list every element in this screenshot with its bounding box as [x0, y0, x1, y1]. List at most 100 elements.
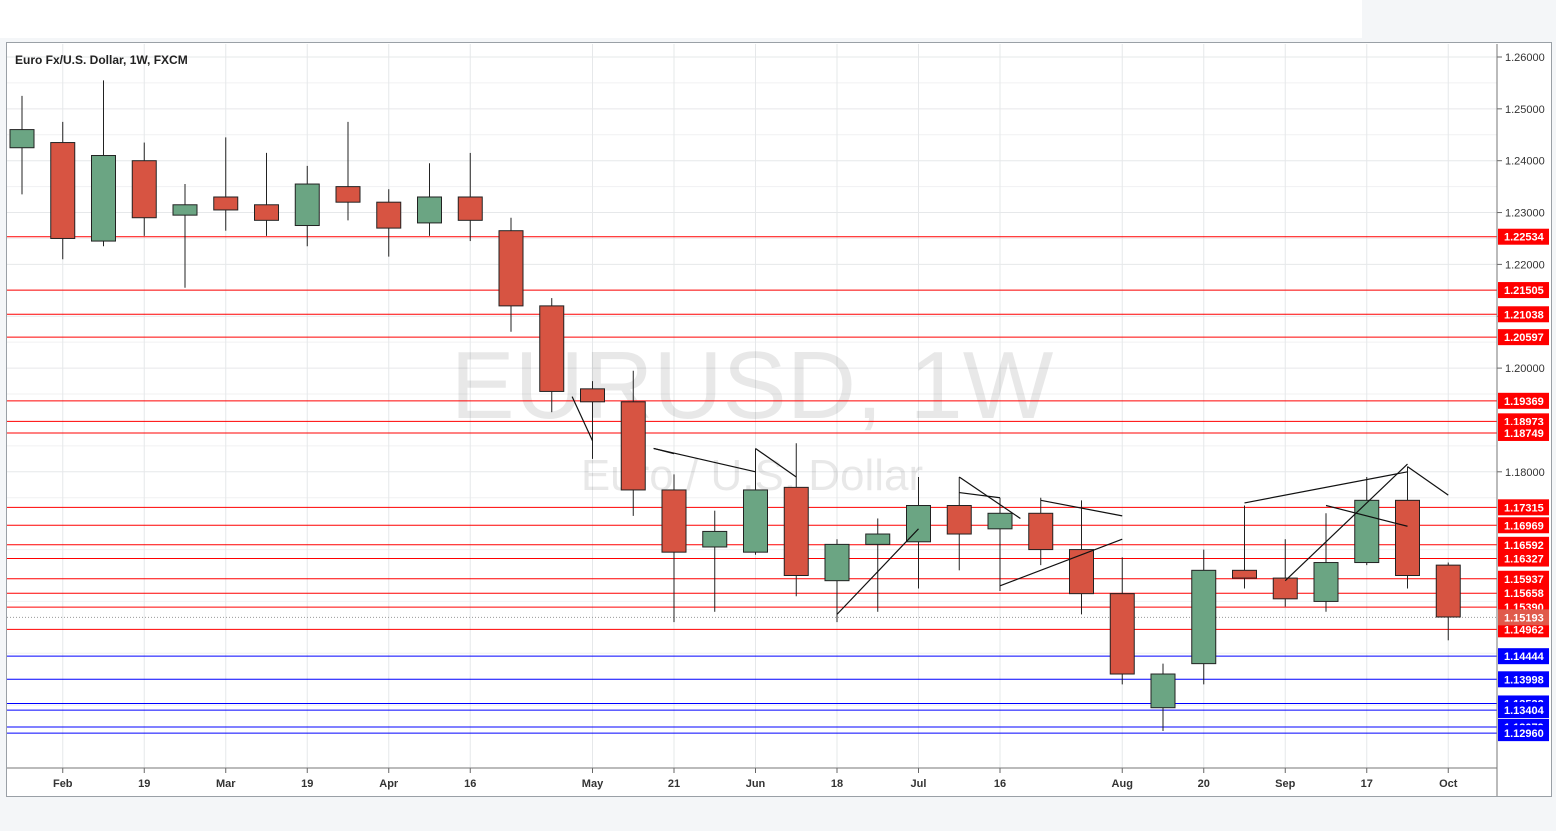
- candle-body: [1435, 564, 1461, 618]
- candle-body: [539, 305, 565, 392]
- x-tick-label: 16: [464, 778, 476, 790]
- candle: [376, 189, 402, 257]
- candle-body: [702, 530, 728, 548]
- candle-body: [1395, 499, 1420, 577]
- trend-line: [755, 447, 797, 478]
- level-price-label-box: [1498, 228, 1549, 245]
- candle-body: [50, 142, 76, 239]
- y-tick-label: 1.18000: [1505, 467, 1545, 479]
- candle-body: [294, 183, 320, 227]
- x-tick-label: Aug: [1112, 778, 1133, 790]
- level-price-label-text: 1.20597: [1504, 332, 1544, 344]
- candle-body: [620, 401, 646, 491]
- candle: [294, 165, 320, 247]
- level-price-label-box: [1498, 329, 1549, 346]
- current-price-label-text: 1.15193: [1504, 612, 1544, 624]
- candle-body: [91, 155, 116, 242]
- candle: [9, 95, 35, 195]
- candle-body: [661, 489, 687, 553]
- level-price-label-text: 1.21038: [1504, 309, 1544, 321]
- level-price-label-text: 1.22534: [1504, 232, 1545, 244]
- trend-line: [1407, 466, 1449, 496]
- candle-body: [946, 505, 972, 535]
- level-price-label: 1.21038: [1498, 306, 1549, 323]
- candle: [1272, 539, 1298, 607]
- candle-body: [1313, 562, 1339, 602]
- trend-line: [653, 447, 675, 455]
- candle-body: [906, 505, 931, 543]
- candle-body: [865, 533, 891, 545]
- level-price-label-text: 1.21505: [1504, 285, 1544, 297]
- level-price-label-box: [1498, 499, 1549, 516]
- candle: [131, 142, 157, 236]
- candle: [213, 137, 239, 231]
- candle-body: [1069, 549, 1094, 595]
- candle: [1150, 663, 1176, 732]
- level-price-label-box: [1498, 517, 1549, 534]
- horizontal-levels: [7, 236, 1497, 734]
- x-tick-label: Feb: [53, 778, 73, 790]
- level-price-label-text: 1.16592: [1504, 540, 1544, 552]
- top-toolbar: [0, 0, 1362, 38]
- candle-body: [213, 196, 239, 211]
- candle-body: [9, 129, 35, 149]
- level-price-label-text: 1.15658: [1504, 588, 1544, 600]
- y-tick-label: 1.25000: [1505, 104, 1545, 116]
- candle-body: [580, 388, 605, 403]
- candle: [498, 217, 524, 332]
- level-price-label-text: 1.16327: [1504, 554, 1544, 566]
- level-price-label: 1.19369: [1498, 392, 1549, 409]
- candle: [172, 184, 198, 288]
- trend-drawings: [571, 396, 1449, 615]
- level-price-label-box: [1498, 585, 1549, 602]
- level-price-label: 1.13998: [1498, 671, 1549, 688]
- candle-body: [1109, 593, 1135, 675]
- candle-body: [1028, 512, 1054, 551]
- level-price-label-text: 1.13404: [1504, 705, 1545, 717]
- candle: [783, 443, 809, 597]
- level-price-label-box: [1498, 702, 1549, 719]
- candle: [1069, 500, 1094, 615]
- candle: [702, 510, 728, 612]
- axes: 1.26000 1.25000 1.24000 1.23000 1.22000 1.210…: [7, 44, 1549, 796]
- candle-body: [1191, 569, 1217, 665]
- level-price-label-text: 1.14444: [1504, 651, 1545, 663]
- level-price-label-text: 1.16969: [1504, 520, 1544, 532]
- candle: [539, 298, 565, 413]
- candle: [743, 448, 768, 555]
- trend-line: [959, 491, 1001, 499]
- level-price-label: 1.20597: [1498, 329, 1549, 346]
- trend-line: [958, 476, 1021, 519]
- trend-line: [836, 528, 919, 615]
- trend-line: [1040, 499, 1123, 517]
- candle: [946, 476, 972, 571]
- x-tick-label: Jun: [746, 778, 766, 790]
- level-price-label-text: 1.18749: [1504, 428, 1544, 440]
- candle: [620, 370, 646, 516]
- level-price-label-box: [1498, 306, 1549, 323]
- candle-body: [457, 196, 483, 221]
- x-tick-label: 17: [1361, 778, 1373, 790]
- level-price-label: 1.16969: [1498, 517, 1549, 534]
- level-price-label: 1.15658: [1498, 585, 1549, 602]
- bottom-bar: [0, 800, 1556, 831]
- level-price-label: 1.16327: [1498, 550, 1549, 567]
- candle: [1028, 497, 1054, 566]
- level-price-label: 1.16592: [1498, 536, 1549, 553]
- x-tick-label: Apr: [379, 778, 399, 790]
- candle-body: [172, 204, 198, 216]
- candle: [1191, 549, 1217, 685]
- candle: [987, 497, 1013, 592]
- level-price-label-box: [1498, 282, 1549, 299]
- level-price-label-text: 1.17315: [1504, 502, 1544, 514]
- candle-body: [131, 160, 157, 219]
- y-tick-label: 1.20000: [1505, 363, 1545, 375]
- candle-body: [417, 196, 442, 224]
- x-tick-label: 21: [668, 778, 680, 790]
- candle: [457, 152, 483, 242]
- level-price-label-box: [1498, 536, 1549, 553]
- candle: [824, 539, 850, 623]
- candle-body: [1232, 569, 1257, 579]
- candle: [661, 474, 687, 623]
